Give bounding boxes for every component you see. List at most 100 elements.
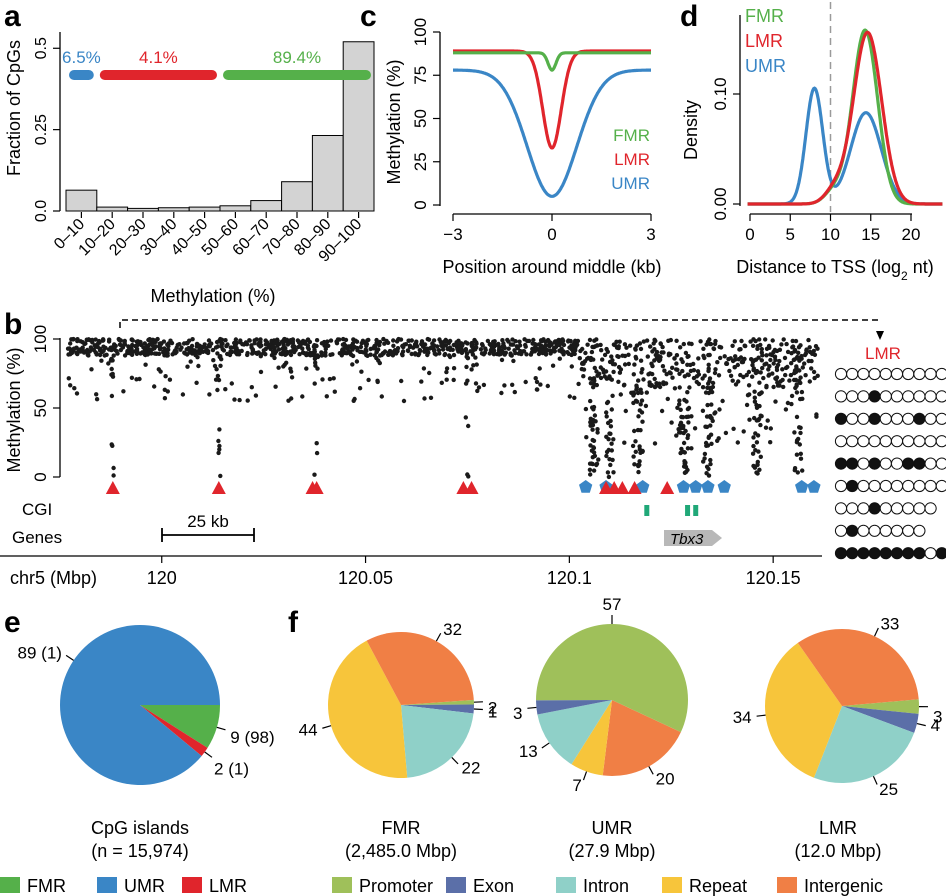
- cpg-site-r2-c5: [890, 412, 904, 425]
- b-dot: [290, 337, 296, 342]
- b-dot: [685, 390, 690, 395]
- b-dot: [370, 346, 376, 351]
- b-dot: [361, 350, 366, 355]
- cpg-site-r4-c7: [913, 457, 926, 470]
- b-dot: [502, 352, 507, 357]
- b-dot: [447, 354, 453, 360]
- b-dot: [735, 440, 740, 445]
- cpg-site-r4-c9: [935, 457, 946, 470]
- b-dot: [583, 350, 588, 356]
- cpg-site-r8-c0: [834, 547, 848, 560]
- b-dot: [264, 340, 270, 345]
- b-dot: [93, 337, 98, 342]
- d-line-lmr: [747, 30, 943, 206]
- b-dot: [566, 339, 571, 344]
- b-dot: [768, 426, 773, 431]
- b-dot: [622, 440, 627, 445]
- b-dot: [652, 441, 658, 446]
- b-dot: [537, 366, 542, 371]
- b-dot: [708, 457, 713, 463]
- cpg-site-r5-c2: [857, 479, 870, 493]
- b-dot: [636, 469, 641, 475]
- legend-swatch-lmr: [182, 877, 202, 893]
- cpg-site-r4-c2: [857, 457, 870, 470]
- a-x-ticks: 0–1010–2020–3030–4040–5050–6060–7070–808…: [51, 212, 366, 266]
- b-dot: [168, 338, 173, 343]
- b-dot: [133, 343, 138, 349]
- b-dot: [638, 428, 643, 433]
- c-xtick-label-0: −3: [443, 225, 462, 244]
- b-dot: [325, 339, 330, 344]
- cpg-site-r7-c2: [857, 524, 870, 537]
- e-label-lmr: 2 (1): [214, 759, 249, 778]
- b-dot: [511, 358, 516, 364]
- b-dot: [273, 384, 278, 389]
- b-dot: [451, 352, 457, 358]
- a-y-ticks: 0.0 0.25 0.5: [33, 37, 60, 222]
- b-dot: [258, 369, 264, 375]
- b-dot: [550, 363, 556, 368]
- b-dot: [704, 424, 710, 430]
- b-dot: [588, 443, 593, 448]
- b-dot: [672, 356, 677, 361]
- b-dot: [783, 372, 788, 378]
- b-dot: [266, 344, 271, 350]
- b-dot: [345, 347, 350, 352]
- b-dot: [152, 338, 157, 343]
- cpg-site-r6-c6: [902, 502, 915, 515]
- cpg-site-r7-c4: [879, 524, 892, 537]
- b-lmr-zoom-title: LMR: [865, 344, 901, 363]
- b-dot: [799, 389, 805, 395]
- b-dot: [219, 344, 224, 349]
- b-dot: [431, 338, 437, 343]
- b-dot: [763, 337, 768, 342]
- b-dot: [470, 342, 475, 347]
- b-dot: [184, 341, 190, 346]
- b-dot: [129, 375, 135, 380]
- legend-label-umr: UMR: [124, 876, 165, 896]
- a-range-label-fmr: 89.4%: [273, 48, 321, 67]
- b-dot: [499, 390, 504, 396]
- b-dot: [111, 473, 116, 478]
- b-dot: [651, 341, 656, 346]
- b-dot: [641, 339, 646, 344]
- legend-label-intergenic: Intergenic: [804, 876, 883, 896]
- b-dot: [706, 473, 712, 478]
- b-region-marks: [105, 480, 821, 516]
- b-dot: [170, 352, 175, 357]
- b-dot: [188, 347, 194, 352]
- b-dot: [75, 337, 80, 342]
- b-dot: [781, 337, 786, 342]
- b-dot: [796, 345, 802, 350]
- b-dot: [406, 338, 411, 343]
- b-dot: [210, 347, 216, 353]
- b-dot: [138, 339, 143, 345]
- cpg-site-r0-c2: [857, 367, 870, 381]
- b-dot: [685, 435, 690, 441]
- b-dot: [165, 342, 170, 347]
- b-dot: [750, 343, 756, 348]
- b-dot: [716, 373, 722, 378]
- b-dot: [610, 393, 615, 398]
- b-dot: [357, 386, 363, 391]
- b-dot: [377, 360, 382, 366]
- b-dot: [340, 350, 346, 355]
- b-dot: [431, 343, 437, 348]
- b-dot: [650, 371, 655, 377]
- b-dot: [351, 345, 356, 350]
- b-dot: [700, 385, 706, 390]
- b-dot: [289, 396, 294, 401]
- b-dot: [474, 341, 479, 346]
- b-dot: [130, 338, 135, 343]
- cpg-site-r2-c8: [924, 412, 937, 425]
- b-dot: [451, 342, 456, 348]
- b-dot: [216, 377, 222, 383]
- legend-label-fmr: FMR: [27, 876, 66, 896]
- b-lmr-mark-10: [660, 481, 675, 494]
- b-dot: [589, 349, 595, 355]
- b-dot: [463, 415, 468, 420]
- b-dot: [71, 336, 76, 342]
- b-dot: [510, 342, 516, 347]
- b-dot: [751, 337, 756, 342]
- b-dot: [284, 360, 289, 365]
